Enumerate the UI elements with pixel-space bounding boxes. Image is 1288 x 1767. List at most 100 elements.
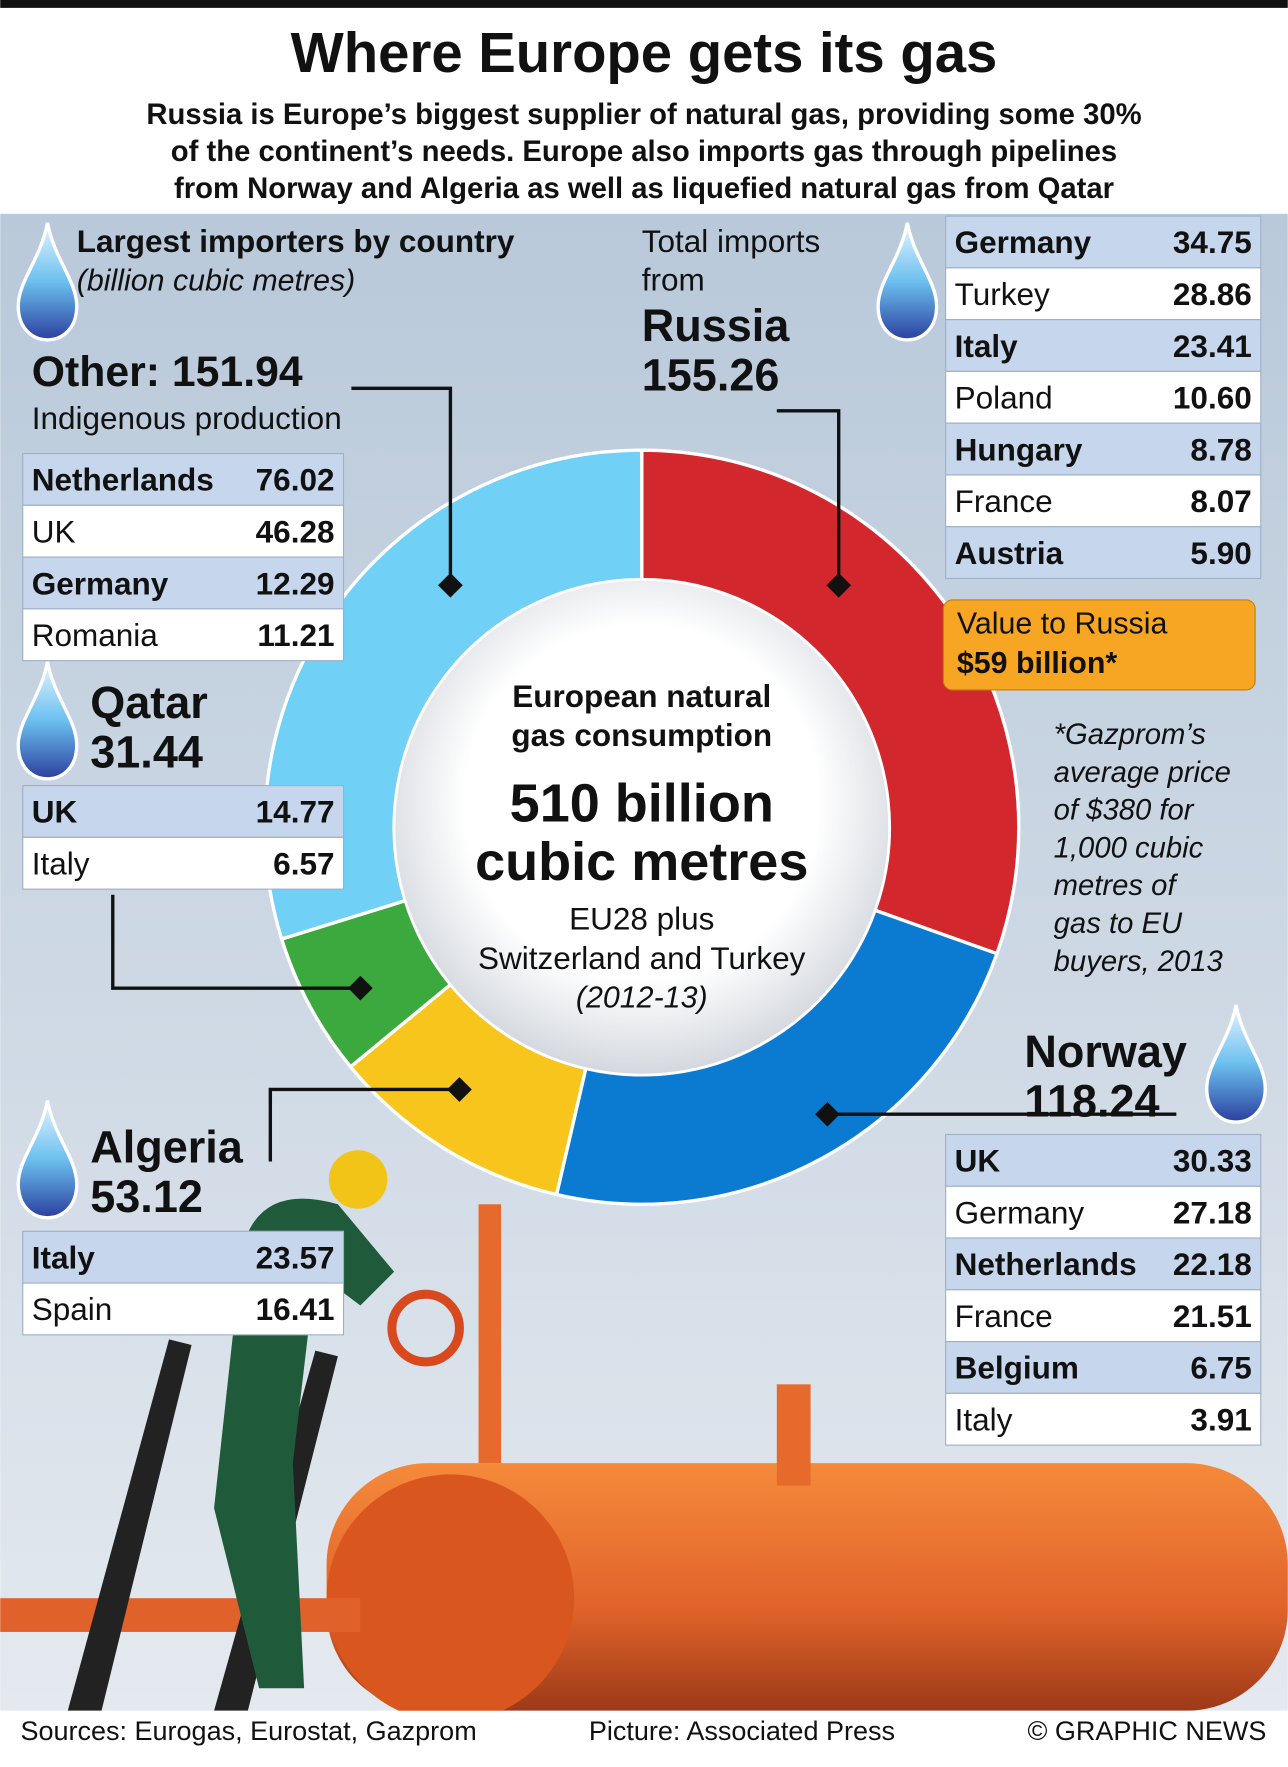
table-country: Belgium (955, 1350, 1079, 1386)
table-country: Netherlands (955, 1246, 1137, 1282)
table-value: 22.18 (1173, 1246, 1252, 1282)
table-row (945, 370, 1262, 424)
table-value: 16.41 (256, 1291, 335, 1327)
pipe-flange (326, 1474, 575, 1722)
table-value: 14.77 (256, 794, 335, 830)
footnote: buyers, 2013 (1054, 946, 1224, 978)
table-row (945, 1237, 1262, 1291)
footer-background (0, 1710, 1288, 1767)
table-country: Germany (955, 1194, 1085, 1230)
table-row (945, 1185, 1262, 1239)
segment-value: 155.26 (642, 350, 780, 401)
valve-stem (776, 1384, 811, 1486)
footnote: gas to EU (1054, 908, 1183, 940)
table-value: 5.90 (1190, 535, 1251, 571)
table-country: UK (955, 1143, 1001, 1179)
table-country: Spain (32, 1291, 113, 1327)
table-country: Italy (955, 1401, 1013, 1437)
table-country: Italy (32, 845, 90, 881)
footnote: of $380 for (1054, 795, 1195, 827)
table-value: 8.78 (1190, 431, 1251, 467)
table-country: UK (32, 794, 78, 830)
table-country: Hungary (955, 431, 1083, 467)
subtitle: from Norway and Algeria as well as lique… (174, 173, 1114, 205)
title: Where Europe gets its gas (291, 21, 998, 84)
table-value: 11.21 (257, 617, 334, 653)
table-value: 34.75 (1173, 224, 1252, 260)
table-country: France (955, 1298, 1053, 1334)
leader-marker (438, 572, 463, 598)
table-country: Germany (32, 565, 169, 601)
leader-line (351, 386, 453, 586)
leader-marker (826, 572, 852, 598)
table-value: 23.41 (1173, 328, 1252, 364)
table-row (945, 526, 1262, 580)
donut-center (395, 580, 889, 1074)
legend-unit: (billion cubic metres) (77, 263, 356, 297)
photo-pipeline (0, 1150, 1288, 1722)
table-value: 8.07 (1190, 483, 1251, 519)
table-value: 21.51 (1173, 1298, 1252, 1334)
segment-value: 118.24 (1024, 1075, 1159, 1126)
segment-caption: Total imports (642, 223, 821, 259)
leader-line (776, 409, 841, 586)
table-row (945, 1341, 1262, 1394)
chart-layer: Where Europe gets its gas Russia is Europ… (16, 21, 1267, 1746)
picture-credit: Picture: Associated Press (589, 1716, 895, 1746)
table-row (22, 556, 345, 610)
segment-value: 53.12 (90, 1171, 203, 1222)
table-row (945, 267, 1262, 321)
segment-value: 31.44 (90, 727, 203, 778)
valve-wheel (387, 1289, 464, 1367)
table-country: UK (32, 513, 76, 549)
table-country: Austria (955, 535, 1064, 571)
segment-label: Other: (32, 348, 160, 396)
table-row (945, 1392, 1262, 1446)
table-value: 46.28 (256, 513, 335, 549)
table-row (22, 1230, 345, 1284)
table-country: Turkey (955, 276, 1050, 312)
gas-drop-icon (876, 222, 939, 342)
copyright: © GRAPHIC NEWS (1027, 1716, 1266, 1746)
segment-label: Other: 151.94 (32, 348, 303, 396)
donut-segment (263, 448, 644, 942)
table-country: Romania (32, 617, 159, 653)
table-row (945, 474, 1262, 528)
segment-label: Qatar (90, 677, 208, 728)
donut-segment (554, 908, 1000, 1206)
table-row (22, 836, 345, 890)
table-row (22, 504, 345, 558)
footnote: 1,000 cubic (1054, 832, 1204, 864)
pipe (0, 1598, 361, 1632)
center-subtext: EU28 plus (569, 901, 714, 937)
value-box-label: Value to Russia (957, 607, 1168, 641)
top-rule (0, 0, 1288, 8)
table-row (22, 785, 345, 838)
gas-drop-icon (16, 1100, 79, 1220)
center-value: cubic metres (475, 832, 808, 892)
center-title: European natural (512, 678, 771, 714)
center-title: gas consumption (511, 717, 772, 753)
value-box (942, 599, 1256, 691)
table-value: 6.75 (1190, 1350, 1251, 1386)
gas-drop-icon (1205, 1004, 1267, 1124)
segment-caption: from (642, 261, 705, 297)
gas-drop-icon (16, 661, 79, 781)
segment-label: Russia (642, 300, 791, 351)
footnote: average price (1054, 757, 1231, 789)
table-row (22, 608, 345, 662)
table-row (22, 1282, 345, 1336)
footnote: metres of (1054, 870, 1179, 902)
subtitle: Russia is Europe’s biggest supplier of n… (146, 99, 1141, 131)
table-row (22, 453, 345, 506)
subtitle: of the continent’s needs. Europe also im… (171, 136, 1117, 168)
valve-stem (478, 1204, 502, 1464)
sources: Sources: Eurogas, Eurostat, Gazprom (20, 1716, 476, 1746)
segment-caption: Indigenous production (32, 400, 342, 436)
segment-label: Algeria (90, 1122, 244, 1173)
table-country: Italy (955, 328, 1019, 364)
gas-drop-icon (16, 222, 79, 342)
table-value: 12.29 (256, 565, 335, 601)
footnote: *Gazprom’s (1054, 719, 1207, 751)
